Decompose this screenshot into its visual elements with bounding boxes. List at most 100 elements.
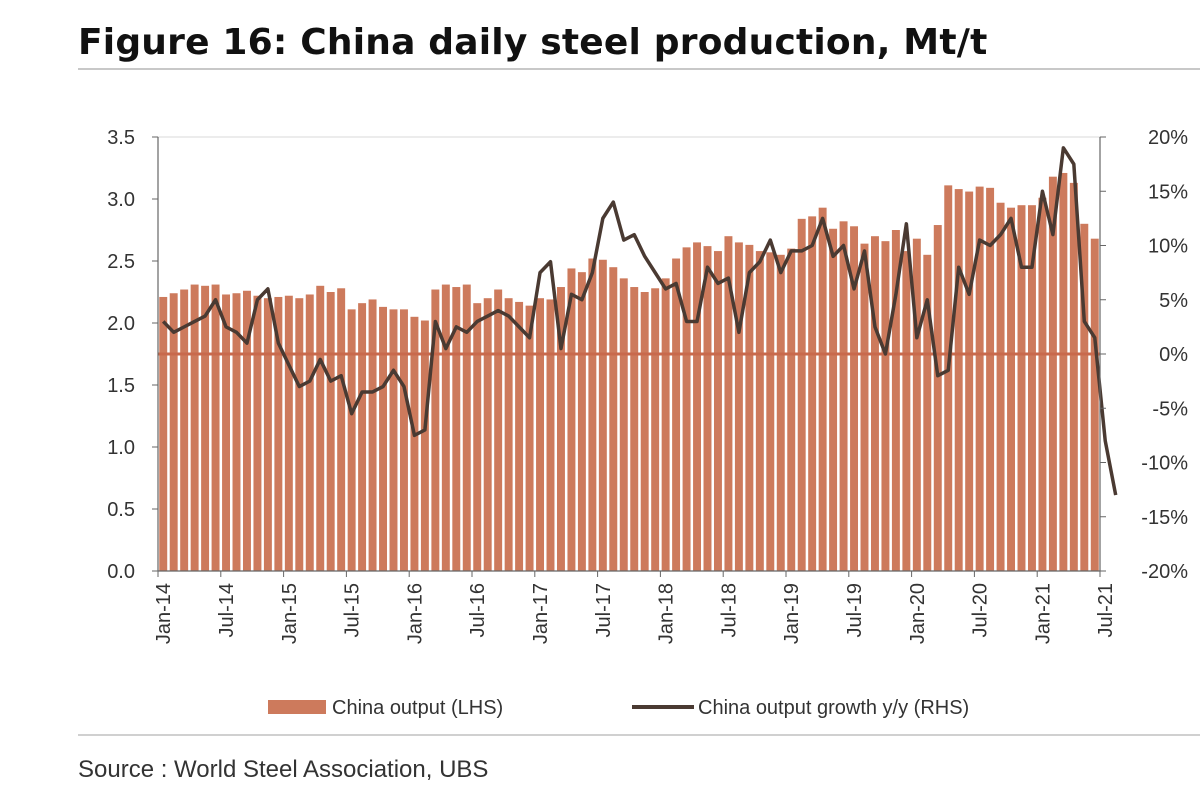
bar	[933, 225, 942, 572]
bar	[661, 278, 670, 571]
x-tick-label: Jan-20	[907, 583, 929, 644]
right-tick-label: -15%	[1141, 507, 1188, 529]
bar	[420, 320, 429, 571]
x-tick-label: Jan-19	[781, 583, 803, 644]
bar	[431, 289, 440, 571]
bar	[399, 309, 408, 571]
bar	[839, 221, 848, 571]
x-tick-label: Jul-19	[844, 583, 866, 637]
bar	[682, 247, 691, 572]
bar	[818, 207, 827, 571]
footer-divider	[78, 734, 1200, 736]
bar	[441, 284, 450, 571]
x-tick-label: Jul-14	[216, 583, 238, 637]
bar	[1017, 205, 1026, 571]
bar	[923, 254, 932, 572]
x-tick-label: Jan-21	[1032, 583, 1054, 644]
bar	[180, 289, 189, 571]
left-tick-label: 3.5	[107, 127, 135, 149]
bar	[284, 295, 293, 571]
x-tick-label: Jul-21	[1095, 583, 1117, 637]
x-tick-label: Jul-18	[718, 583, 740, 637]
bar	[358, 303, 367, 571]
bar	[525, 305, 534, 571]
left-tick-label: 1.0	[107, 437, 135, 459]
bar	[169, 293, 178, 571]
bar	[630, 287, 639, 571]
right-tick-label: 5%	[1159, 290, 1188, 312]
legend-line-label: China output growth y/y (RHS)	[698, 697, 969, 719]
bar	[944, 185, 953, 572]
bar	[577, 272, 586, 571]
left-axis-ticks: 0.0 0.5 1.0 1.5 2.0 2.5 3.0 3.5	[107, 127, 158, 583]
bar	[556, 287, 565, 571]
bar	[232, 293, 241, 571]
bar	[368, 299, 377, 571]
right-tick-label: 20%	[1148, 127, 1188, 149]
chart-legend: China output (LHS) China output growth y…	[268, 697, 969, 719]
bar	[588, 258, 597, 571]
x-tick-label: Jan-15	[279, 583, 301, 644]
bar	[1090, 238, 1099, 571]
x-tick-label: Jul-17	[593, 583, 615, 637]
bar	[253, 295, 262, 571]
x-tick-label: Jan-14	[153, 583, 175, 644]
bar	[190, 284, 199, 571]
bar	[598, 259, 607, 571]
bar	[975, 186, 984, 571]
x-tick-label: Jan-17	[530, 583, 552, 644]
bar	[1080, 223, 1089, 572]
bar	[1038, 197, 1047, 571]
x-axis-ticks: Jan-14 Jul-14 Jan-15 Jul-15 Jan-16 Jul-16 Jan-…	[153, 571, 1117, 644]
bar	[567, 268, 576, 571]
bar	[797, 218, 806, 571]
bar	[693, 242, 702, 571]
left-tick-label: 0.5	[107, 499, 135, 521]
bar	[850, 226, 859, 571]
bar	[295, 298, 304, 571]
bar	[211, 284, 220, 571]
bar	[389, 309, 398, 571]
bar	[242, 290, 251, 571]
bar	[1069, 182, 1078, 571]
bar	[337, 288, 346, 571]
bar	[201, 285, 210, 571]
bar	[703, 246, 712, 571]
bar	[891, 230, 900, 571]
bar	[1027, 205, 1036, 571]
right-tick-label: -10%	[1141, 453, 1188, 475]
bar	[473, 303, 482, 571]
bar	[462, 284, 471, 571]
bar	[494, 289, 503, 571]
title-divider	[78, 68, 1200, 70]
right-tick-label: 10%	[1148, 236, 1188, 258]
bar	[609, 267, 618, 571]
legend-bar-label: China output (LHS)	[332, 697, 503, 719]
bar	[640, 292, 649, 571]
bar	[515, 301, 524, 571]
left-tick-label: 2.5	[107, 251, 135, 273]
bar	[1059, 172, 1068, 571]
bar	[1048, 176, 1057, 571]
bar	[766, 252, 775, 571]
bar	[713, 251, 722, 571]
left-tick-label: 1.5	[107, 375, 135, 397]
bar	[651, 288, 660, 571]
bar	[776, 254, 785, 572]
bar	[316, 285, 325, 571]
bar	[745, 244, 754, 571]
bar	[452, 287, 461, 571]
bar	[902, 251, 911, 571]
bar	[881, 241, 890, 571]
bar-series-china-output	[159, 172, 1099, 572]
left-tick-label: 0.0	[107, 561, 135, 583]
bar	[954, 189, 963, 571]
right-tick-label: -20%	[1141, 561, 1188, 583]
left-tick-label: 3.0	[107, 189, 135, 211]
bar	[379, 306, 388, 571]
bar	[504, 298, 513, 571]
x-tick-label: Jul-16	[467, 583, 489, 637]
bar	[263, 298, 272, 571]
right-tick-label: -5%	[1152, 398, 1188, 420]
bar	[996, 202, 1005, 571]
